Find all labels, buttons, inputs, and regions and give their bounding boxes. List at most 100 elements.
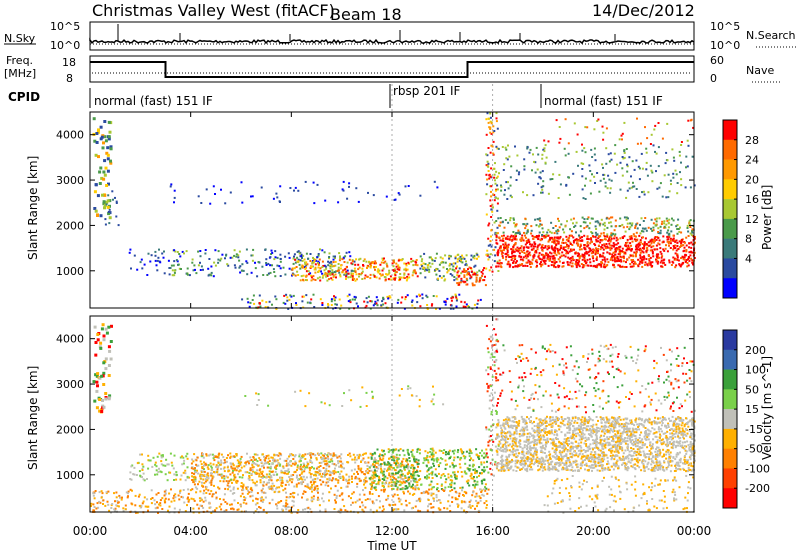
heatmap-cell — [106, 199, 110, 203]
heatmap-cell — [313, 488, 316, 491]
heatmap-cell — [379, 272, 382, 275]
heatmap-cell — [518, 255, 521, 258]
heatmap-cell — [504, 252, 507, 255]
heatmap-cell — [380, 304, 383, 307]
heatmap-cell — [531, 258, 534, 261]
heatmap-cell — [476, 271, 479, 274]
heatmap-cell — [500, 189, 503, 192]
heatmap-cell — [203, 475, 206, 478]
heatmap-cell — [551, 178, 554, 180]
heatmap-cell — [465, 277, 468, 280]
heatmap-cell — [584, 260, 587, 263]
heatmap-cell — [347, 479, 350, 482]
heatmap-cell — [638, 241, 641, 244]
heatmap-cell — [350, 272, 353, 275]
heatmap-cell — [368, 491, 371, 494]
heatmap-cell — [305, 270, 308, 273]
heatmap-cell — [541, 244, 544, 247]
heatmap-cell — [183, 501, 186, 504]
heatmap-cell — [430, 506, 433, 509]
heatmap-cell — [490, 132, 493, 135]
heatmap-cell — [597, 240, 600, 243]
heatmap-cell — [667, 173, 670, 176]
heatmap-cell — [577, 263, 580, 266]
heatmap-cell — [446, 271, 449, 274]
heatmap-cell — [497, 217, 500, 220]
heatmap-cell — [211, 477, 214, 480]
heatmap-cell — [107, 374, 111, 377]
heatmap-cell — [583, 264, 586, 267]
heatmap-cell — [476, 480, 479, 483]
heatmap-cell — [405, 485, 408, 488]
heatmap-cell — [460, 272, 463, 275]
heatmap-cell — [495, 235, 498, 238]
heatmap-cell — [341, 492, 344, 495]
heatmap-cell — [650, 242, 653, 245]
nsky-panel — [89, 21, 695, 51]
heatmap-cell — [297, 482, 300, 485]
heatmap-cell — [221, 474, 224, 477]
heatmap-cell — [439, 457, 442, 460]
heatmap-cell — [298, 455, 301, 458]
heatmap-cell — [579, 237, 582, 240]
heatmap-cell — [512, 261, 514, 264]
heatmap-cell — [403, 307, 406, 310]
heatmap-cell — [540, 223, 543, 226]
heatmap-cell — [184, 472, 187, 475]
heatmap-cell — [584, 177, 587, 180]
heatmap-cell — [631, 265, 634, 268]
heatmap-cell — [579, 243, 582, 246]
heatmap-cell — [382, 485, 385, 487]
heatmap-cell — [110, 504, 113, 507]
heatmap-cell — [442, 275, 445, 278]
heatmap-cell — [383, 468, 386, 470]
heatmap-cell — [104, 504, 107, 507]
heatmap-cell — [494, 179, 496, 182]
heatmap-cell — [651, 171, 654, 174]
heatmap-cell — [393, 493, 396, 496]
heatmap-cell — [196, 456, 199, 459]
heatmap-cell — [535, 259, 538, 262]
heatmap-cell — [553, 257, 556, 260]
heatmap-cell — [470, 457, 472, 460]
heatmap-cell — [599, 241, 602, 244]
heatmap-cell — [93, 207, 97, 210]
heatmap-cell — [489, 240, 492, 243]
heatmap-cell — [337, 509, 340, 512]
heatmap-cell — [298, 263, 301, 266]
heatmap-cell — [327, 484, 330, 487]
heatmap-cell — [351, 492, 354, 495]
heatmap-cell — [381, 472, 384, 475]
heatmap-cell — [97, 128, 100, 132]
heatmap-cell — [671, 238, 674, 241]
heatmap-cell — [217, 454, 220, 457]
heatmap-cell — [92, 117, 96, 121]
heatmap-cell — [382, 508, 385, 511]
heatmap-cell — [260, 461, 263, 464]
heatmap-cell — [544, 144, 547, 147]
heatmap-cell — [522, 191, 524, 194]
heatmap-cell — [627, 181, 630, 184]
heatmap-cell — [300, 255, 303, 258]
heatmap-cell — [287, 462, 290, 465]
heatmap-cell — [573, 226, 576, 228]
heatmap-cell — [381, 478, 384, 480]
heatmap-cell — [639, 239, 642, 242]
heatmap-cell — [557, 217, 559, 220]
heatmap-cell — [568, 257, 571, 260]
heatmap-cell — [264, 457, 267, 459]
heatmap-cell — [449, 483, 452, 486]
heatmap-cell — [285, 293, 288, 296]
heatmap-cell — [92, 380, 96, 384]
heatmap-cell — [523, 252, 526, 254]
power-heatmap — [92, 112, 696, 310]
heatmap-cell — [609, 258, 612, 261]
heatmap-cell — [339, 307, 342, 310]
heatmap-cell — [572, 217, 575, 220]
heatmap-cell — [378, 269, 381, 272]
heatmap-cell — [263, 475, 266, 478]
heatmap-cell — [238, 250, 241, 253]
heatmap-cell — [326, 454, 329, 457]
heatmap-cell — [423, 457, 426, 460]
heatmap-cell — [327, 260, 330, 263]
